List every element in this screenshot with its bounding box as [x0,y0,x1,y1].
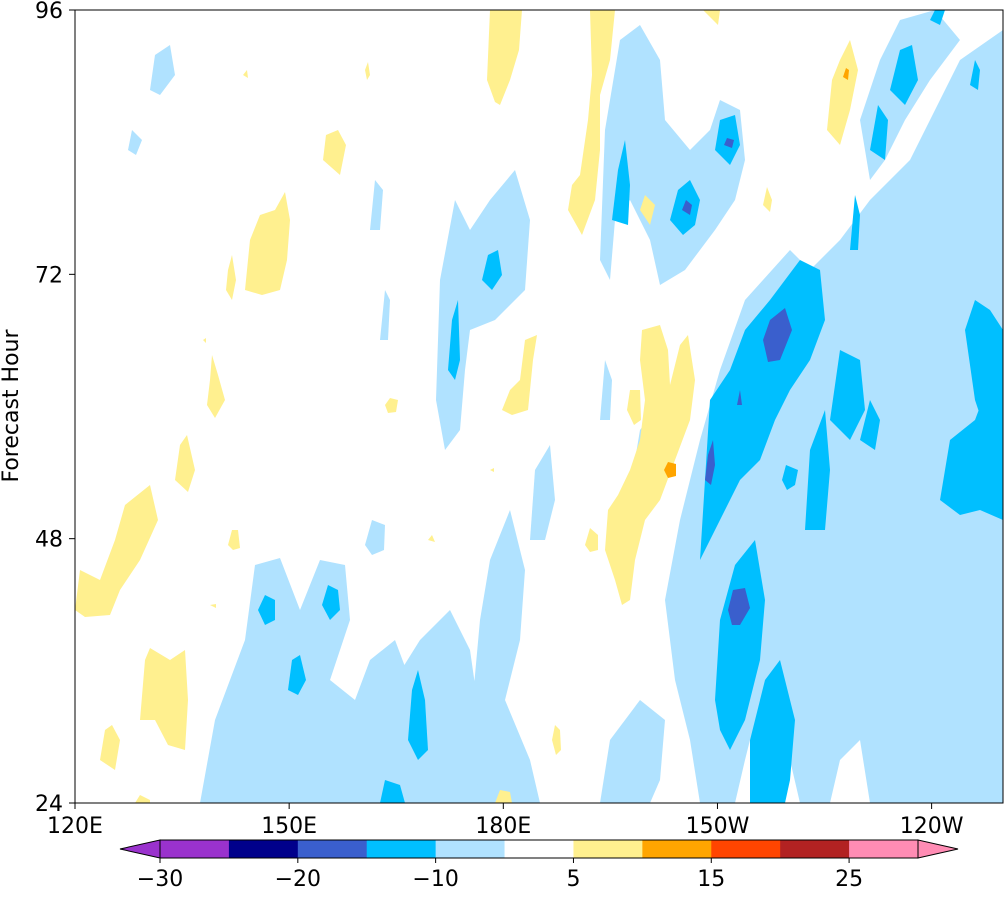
colorbar-under-triangle [119,839,161,859]
contour-level-minus20 [682,138,792,625]
y-tick-label: 24 [35,792,63,817]
colorbar-tick-label: −20 [275,867,321,892]
colorbar [119,839,959,859]
colorbar-over-triangle [917,839,959,859]
colorbar-swatch [642,840,712,858]
colorbar-swatch [160,840,230,858]
colorbar-swatch [780,840,850,858]
colorbar-tick-label: −10 [412,867,458,892]
colorbar-frame [159,839,919,859]
colorbar-tick-label: 25 [835,867,863,892]
colorbar-tick-label: 15 [697,867,725,892]
x-tick-label: 180E [475,814,531,839]
contour-level-plus5 [75,10,858,803]
contour-level-minus15 [258,10,1003,803]
colorbar-swatch [573,840,643,858]
y-tick-label: 96 [35,0,63,24]
y-axis: 24 48 72 96 [35,0,75,817]
x-tick-label: 120E [47,814,103,839]
contour-level-plus10 [664,68,849,478]
colorbar-swatch [228,840,299,858]
colorbar-swatch [435,840,506,858]
colorbar-swatch [711,840,781,858]
colorbar-swatch [504,840,574,858]
x-tick-label: 150W [686,814,750,839]
x-axis: 120E 150E 180E 150W 120W [47,803,964,839]
filled-contours [75,10,1003,803]
y-axis-label: Forecast Hour [0,329,24,483]
colorbar-tick-label: −30 [137,867,183,892]
colorbar-swatch [297,840,368,858]
colorbar-tick-label: 5 [566,867,580,892]
colorbar-ticks: −30 −20 −10 5 15 25 [137,858,863,892]
y-tick-label: 48 [35,528,63,553]
colorbar-swatch [366,840,437,858]
plot-frame [74,9,1004,804]
y-tick-label: 72 [35,263,63,288]
x-tick-label: 150E [261,814,317,839]
x-tick-label: 120W [900,814,964,839]
colorbar-swatch [849,840,919,858]
